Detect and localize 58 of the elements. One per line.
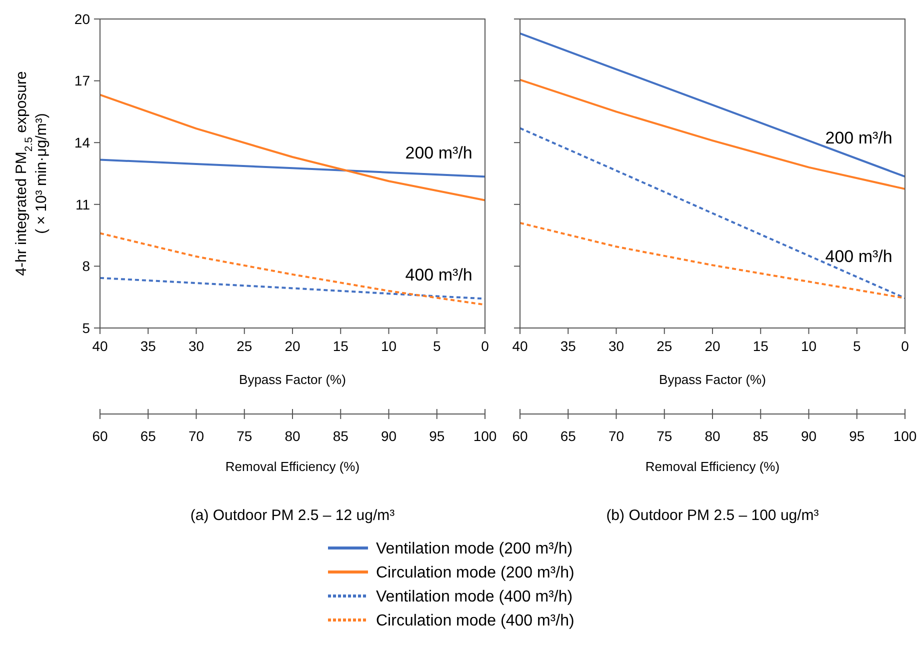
x2-tick-label: 60: [92, 428, 108, 444]
x2-tick-label: 65: [560, 428, 576, 444]
x-tick-label: 40: [92, 338, 108, 354]
x-tick-label: 30: [608, 338, 624, 354]
y-tick-label: 14: [74, 134, 90, 150]
x2-tick-label: 90: [800, 428, 817, 444]
y-tick-label: 8: [82, 258, 90, 274]
y-tick-label: 5: [82, 320, 90, 336]
y-tick-label: 11: [75, 196, 90, 212]
legend-label: Circulation mode (200 m³/h): [376, 564, 574, 582]
x2-tick-label: 60: [512, 428, 528, 444]
text: (a) Outdoor PM 2.5 – 12 ug/m³: [190, 507, 395, 524]
annotation: 200 m³/h: [825, 128, 892, 148]
x2-axis-title: Removal Efficiency (%): [645, 459, 780, 474]
x-tick-label: 0: [901, 338, 910, 354]
annotation: 200 m³/h: [405, 144, 472, 163]
line-series: [99, 94, 486, 202]
x2-tick-label: 90: [380, 428, 397, 444]
x-tick-label: 25: [656, 338, 672, 354]
y-tick-label: 17: [74, 72, 90, 89]
x-axis-title: Bypass Factor (%): [659, 372, 766, 387]
x2-tick-label: 100: [473, 428, 497, 444]
x2-tick-label: 75: [656, 428, 672, 444]
x-tick-label: 10: [800, 338, 817, 354]
x2-tick-label: 65: [140, 428, 156, 444]
x2-tick-label: 70: [188, 428, 204, 444]
x-tick-label: 0: [481, 338, 490, 354]
y-tick-label: 20: [74, 10, 90, 27]
x-tick-label: 25: [236, 338, 252, 354]
text: (b) Outdoor PM 2.5 – 100 ug/m³: [606, 507, 819, 524]
x-tick-label: 35: [560, 338, 576, 354]
x2-tick-label: 85: [752, 428, 769, 444]
x-axis-title: Bypass Factor (%): [239, 372, 346, 387]
legend-label: Circulation mode (400 m³/h): [376, 612, 574, 630]
annotation: 400 m³/h: [825, 246, 892, 266]
x2-tick-label: 100: [893, 428, 917, 444]
x2-tick-label: 95: [429, 428, 445, 444]
x2-axis-title: Removal Efficiency (%): [225, 459, 360, 474]
x-tick-label: 5: [432, 338, 441, 354]
x2-tick-label: 70: [608, 428, 624, 444]
legend-label: Ventilation mode (200 m³/h): [376, 540, 573, 558]
x2-tick-label: 85: [332, 428, 349, 444]
x-tick-label: 10: [380, 338, 397, 354]
x2-tick-label: 75: [236, 428, 252, 444]
x-tick-label: 5: [852, 338, 861, 354]
x2-tick-label: 95: [849, 428, 865, 444]
line-series: [99, 158, 486, 178]
x-tick-label: 35: [140, 338, 156, 354]
x-tick-label: 15: [752, 338, 769, 354]
legend-label: Ventilation mode (400 m³/h): [376, 588, 573, 606]
annotation: 400 m³/h: [405, 265, 472, 284]
x-tick-label: 20: [284, 338, 300, 354]
x-tick-label: 15: [332, 338, 349, 354]
x2-tick-label: 80: [704, 428, 720, 444]
x-tick-label: 20: [704, 338, 720, 354]
x-tick-label: 30: [188, 338, 204, 354]
x-tick-label: 40: [512, 338, 528, 354]
x2-tick-label: 80: [284, 428, 300, 444]
